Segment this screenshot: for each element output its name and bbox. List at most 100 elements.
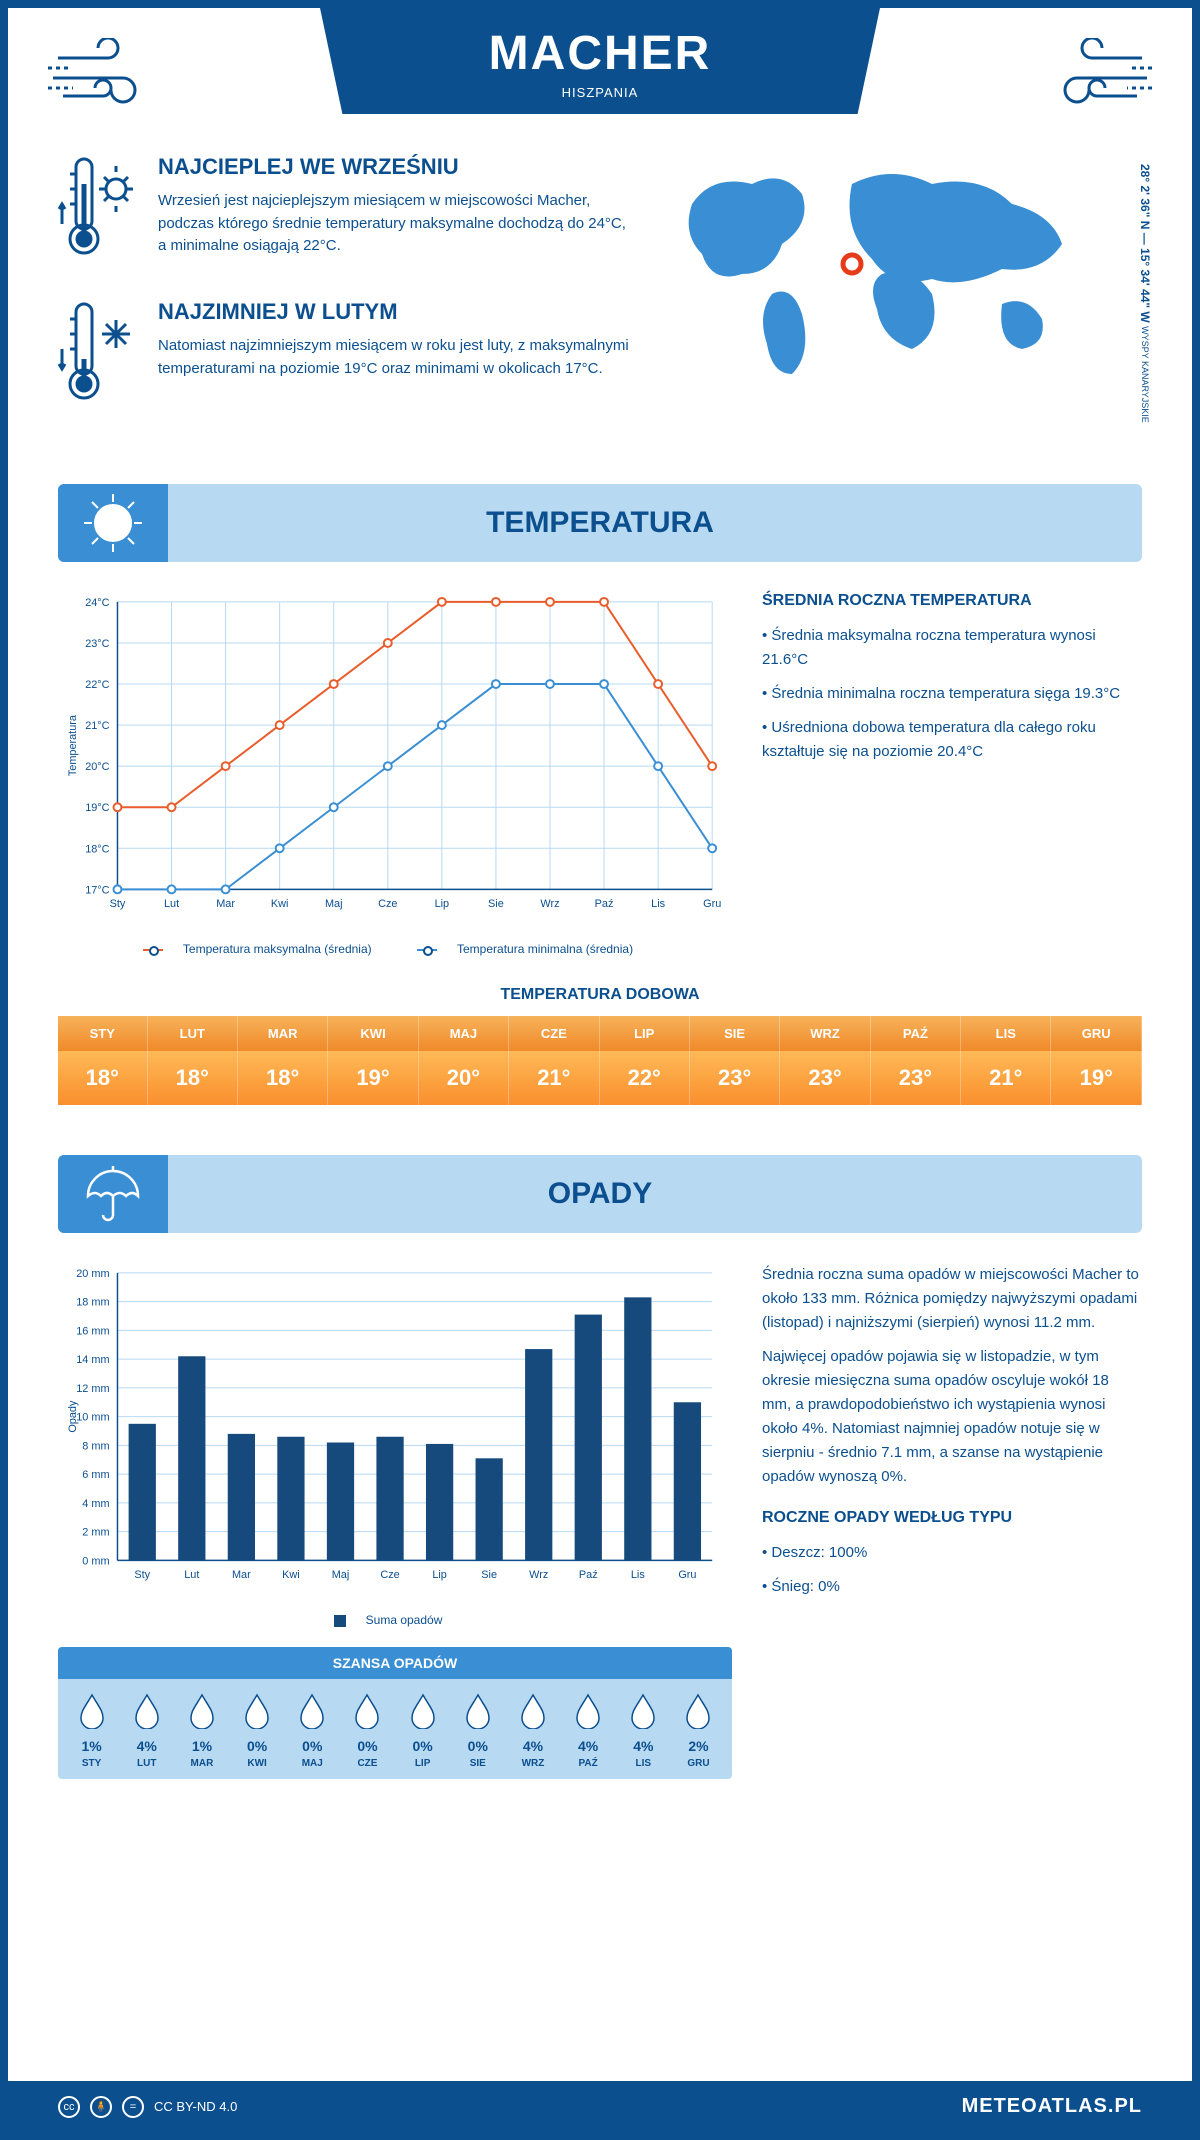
umbrella-icon [58, 1155, 168, 1233]
precip-type-heading: ROCZNE OPADY WEDŁUG TYPU [762, 1509, 1142, 1527]
cc-icon: cc [58, 2096, 80, 2118]
daily-month-header: LIS [961, 1016, 1051, 1051]
thermometer-cold-icon [58, 299, 138, 414]
svg-text:Lip: Lip [432, 1569, 447, 1581]
daily-month-header: LUT [147, 1016, 237, 1051]
chance-item: 2%GRU [671, 1693, 726, 1769]
temp-summary: ŚREDNIA ROCZNA TEMPERATURA Średnia maksy… [762, 592, 1142, 956]
chance-of-precip: SZANSA OPADÓW 1%STY4%LUT1%MAR0%KWI0%MAJ0… [58, 1647, 732, 1779]
svg-text:Wrz: Wrz [529, 1569, 548, 1581]
coords-main: 28° 2' 36" N — 15° 34' 44" W [1138, 164, 1152, 323]
svg-text:Lip: Lip [435, 898, 450, 910]
daily-month-header: MAR [237, 1016, 327, 1051]
svg-text:8 mm: 8 mm [82, 1440, 109, 1452]
license: cc 🧍 = CC BY-ND 4.0 [58, 2096, 237, 2118]
svg-text:21°C: 21°C [85, 720, 109, 732]
nd-icon: = [122, 2096, 144, 2118]
thermometer-hot-icon [58, 154, 138, 269]
brand: METEOATLAS.PL [962, 2095, 1142, 2118]
temp-summary-heading: ŚREDNIA ROCZNA TEMPERATURA [762, 592, 1142, 610]
svg-text:Cze: Cze [380, 1569, 399, 1581]
section-header-temperature: TEMPERATURA [58, 484, 1142, 562]
daily-temp-cell: 19° [1051, 1051, 1142, 1105]
chance-item: 4%WRZ [505, 1693, 560, 1769]
infographic-page: MACHER HISZPANIA NAJCIEPLEJ WE WRZEŚNIU … [0, 0, 1200, 2140]
daily-temp-cell: 21° [961, 1051, 1051, 1105]
svg-text:Lut: Lut [164, 898, 179, 910]
svg-text:17°C: 17°C [85, 884, 109, 896]
section-title: TEMPERATURA [486, 506, 714, 539]
svg-text:Wrz: Wrz [540, 898, 559, 910]
section-header-precip: OPADY [58, 1155, 1142, 1233]
svg-text:24°C: 24°C [85, 597, 109, 609]
page-title: MACHER [320, 26, 880, 81]
svg-text:22°C: 22°C [85, 679, 109, 691]
daily-temp-cell: 22° [599, 1051, 689, 1105]
page-subtitle: HISZPANIA [320, 85, 880, 100]
svg-text:Paź: Paź [579, 1569, 598, 1581]
wind-icon [1042, 38, 1152, 118]
daily-temp-cell: 23° [780, 1051, 870, 1105]
daily-month-header: SIE [689, 1016, 779, 1051]
chance-item: 0%CZE [340, 1693, 395, 1769]
coldest-heading: NAJZIMNIEJ W LUTYM [158, 299, 632, 325]
coldest-block: NAJZIMNIEJ W LUTYM Natomiast najzimniejs… [58, 299, 632, 414]
precip-p1: Średnia roczna suma opadów w miejscowośc… [762, 1263, 1142, 1335]
temp-bullet: Średnia maksymalna roczna temperatura wy… [762, 624, 1142, 672]
daily-temperature-table: STYLUTMARKWIMAJCZELIPSIEWRZPAŹLISGRU18°1… [58, 1016, 1142, 1105]
svg-text:Sty: Sty [110, 898, 126, 910]
svg-text:Maj: Maj [325, 898, 343, 910]
daily-temp-cell: 18° [58, 1051, 147, 1105]
daily-month-header: STY [58, 1016, 147, 1051]
svg-text:Cze: Cze [378, 898, 397, 910]
page-footer: cc 🧍 = CC BY-ND 4.0 METEOATLAS.PL [8, 2081, 1192, 2132]
svg-text:Lis: Lis [651, 898, 665, 910]
temp-legend: Temperatura maksymalna (średnia) Tempera… [58, 942, 732, 956]
svg-text:Lis: Lis [631, 1569, 645, 1581]
svg-text:2 mm: 2 mm [82, 1527, 109, 1539]
precip-type-item: Deszcz: 100% [762, 1541, 1142, 1565]
chance-item: 4%LUT [119, 1693, 174, 1769]
by-icon: 🧍 [90, 2096, 112, 2118]
license-text: CC BY-ND 4.0 [154, 2099, 237, 2114]
daily-temp-cell: 18° [237, 1051, 327, 1105]
daily-month-header: KWI [328, 1016, 418, 1051]
wind-icon [48, 38, 158, 118]
svg-text:16 mm: 16 mm [76, 1325, 109, 1337]
svg-text:Sty: Sty [134, 1569, 150, 1581]
svg-text:Opady: Opady [67, 1400, 79, 1433]
daily-temp-cell: 23° [870, 1051, 960, 1105]
svg-text:14 mm: 14 mm [76, 1354, 109, 1366]
daily-month-header: MAJ [418, 1016, 508, 1051]
daily-month-header: GRU [1051, 1016, 1142, 1051]
daily-temp-cell: 23° [689, 1051, 779, 1105]
precip-legend: Suma opadów [58, 1613, 732, 1627]
world-map-icon [662, 154, 1102, 384]
temperature-chart: 17°C18°C19°C20°C21°C22°C23°C24°CStyLutMa… [58, 592, 732, 956]
svg-text:Temperatura: Temperatura [67, 714, 79, 776]
daily-temp-cell: 21° [509, 1051, 599, 1105]
precip-type-item: Śnieg: 0% [762, 1575, 1142, 1599]
chance-item: 0%KWI [230, 1693, 285, 1769]
title-banner: MACHER HISZPANIA [320, 8, 880, 114]
coordinates: 28° 2' 36" N — 15° 34' 44" W WYSPY KANAR… [1138, 164, 1152, 423]
precip-chart: 0 mm2 mm4 mm6 mm8 mm10 mm12 mm14 mm16 mm… [58, 1263, 732, 1779]
svg-text:Paź: Paź [595, 898, 614, 910]
svg-text:23°C: 23°C [85, 638, 109, 650]
svg-text:20 mm: 20 mm [76, 1268, 109, 1280]
svg-text:Gru: Gru [703, 898, 721, 910]
svg-text:10 mm: 10 mm [76, 1412, 109, 1424]
sun-icon [58, 484, 168, 562]
coords-sub: WYSPY KANARYJSKIE [1140, 326, 1150, 423]
svg-text:Gru: Gru [678, 1569, 696, 1581]
warmest-text: Wrzesień jest najcieplejszym miesiącem w… [158, 190, 632, 258]
svg-text:6 mm: 6 mm [82, 1469, 109, 1481]
svg-text:Sie: Sie [488, 898, 504, 910]
svg-text:Mar: Mar [232, 1569, 251, 1581]
svg-text:18 mm: 18 mm [76, 1297, 109, 1309]
svg-text:19°C: 19°C [85, 802, 109, 814]
svg-text:12 mm: 12 mm [76, 1383, 109, 1395]
svg-text:0 mm: 0 mm [82, 1555, 109, 1567]
precip-p2: Najwięcej opadów pojawia się w listopadz… [762, 1345, 1142, 1489]
daily-temp-cell: 20° [418, 1051, 508, 1105]
